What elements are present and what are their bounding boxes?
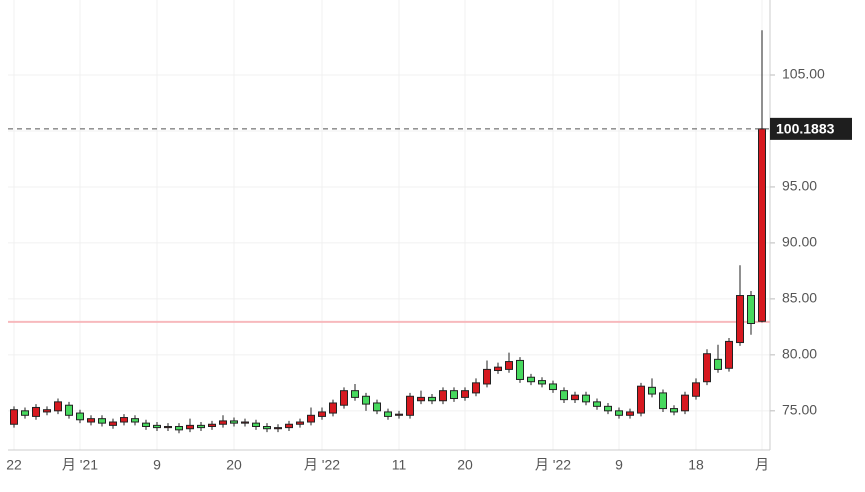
candle-body: [417, 396, 425, 402]
candle-body: [703, 353, 711, 383]
candle-body: [87, 418, 95, 423]
candle-body: [637, 385, 645, 414]
candle-body: [98, 418, 106, 424]
candle-body: [395, 413, 403, 416]
candle-body: [373, 402, 381, 412]
candle-body: [109, 421, 117, 426]
y-tick-label: 75.00: [782, 402, 817, 418]
candle-body: [43, 409, 51, 413]
candle-body: [439, 390, 447, 402]
candle-body: [615, 410, 623, 416]
x-tick-label: 月 '21: [62, 457, 98, 473]
candle-body: [285, 423, 293, 429]
x-tick-label: 月 '22: [535, 457, 571, 473]
last-price-label: 100.1883: [776, 121, 835, 137]
candle-body: [560, 390, 568, 401]
x-tick-label: 20: [226, 457, 242, 473]
candle-body: [351, 390, 359, 398]
candle-body: [725, 340, 733, 369]
candle-body: [758, 128, 766, 322]
candle-body: [318, 411, 326, 417]
y-tick-label: 95.00: [782, 178, 817, 194]
candle-body: [483, 368, 491, 385]
candle-body: [505, 361, 513, 370]
candle-body: [472, 382, 480, 394]
candle-body: [219, 420, 227, 425]
y-tick-label: 85.00: [782, 290, 817, 306]
candle-body: [516, 359, 524, 380]
candle-body: [648, 386, 656, 395]
candle-body: [494, 366, 502, 372]
candle-body: [450, 390, 458, 400]
candle-body: [153, 424, 161, 429]
candle-body: [362, 395, 370, 405]
candle-body: [714, 358, 722, 370]
candle-body: [175, 425, 183, 431]
y-tick-label: 90.00: [782, 234, 817, 250]
candle-body: [241, 421, 249, 424]
candle-body: [32, 406, 40, 417]
candle-body: [186, 424, 194, 430]
candle-body: [582, 394, 590, 403]
x-tick-label: 22: [6, 457, 22, 473]
candle-body: [329, 402, 337, 414]
candle-body: [670, 408, 678, 413]
candle-body: [208, 423, 216, 427]
candle-body: [626, 411, 634, 416]
x-tick-label: 11: [392, 457, 407, 473]
x-tick-label: 9: [615, 457, 623, 473]
candle-body: [549, 383, 557, 391]
candle-body: [692, 382, 700, 397]
candle-body: [263, 425, 271, 430]
candle-body: [384, 411, 392, 417]
last-price-box: [770, 117, 852, 140]
candle-body: [142, 422, 150, 427]
candle-body: [659, 392, 667, 410]
candle-body: [747, 295, 755, 325]
candle-body: [527, 376, 535, 383]
x-tick-label: 20: [457, 457, 473, 473]
y-tick-label: 80.00: [782, 346, 817, 362]
candle-body: [296, 421, 304, 425]
candle-body: [604, 405, 612, 412]
y-tick-label: 105.00: [782, 66, 825, 82]
candle-body: [428, 396, 436, 402]
candle-body: [593, 401, 601, 407]
candle-body: [10, 409, 18, 425]
candle-body: [65, 404, 73, 416]
candle-body: [681, 394, 689, 412]
candle-body: [274, 427, 282, 430]
candle-body: [340, 390, 348, 406]
candle-body: [230, 420, 238, 424]
candle-body: [54, 401, 62, 412]
x-tick-label: 9: [153, 457, 161, 473]
candle-body: [120, 417, 128, 423]
candle-body: [131, 418, 139, 423]
candle-body: [406, 395, 414, 416]
candle-body: [736, 295, 744, 344]
candle-body: [571, 394, 579, 401]
candle-body: [252, 422, 260, 427]
x-tick-label: 18: [688, 457, 704, 473]
x-tick-label: 月: [755, 457, 769, 473]
candle-body: [461, 390, 469, 398]
candle-body: [21, 410, 29, 416]
candle-body: [76, 412, 84, 421]
x-tick-label: 月 '22: [304, 457, 340, 473]
candle-body: [164, 425, 172, 429]
candle-body: [538, 380, 546, 385]
candle-body: [197, 424, 205, 429]
candle-body: [307, 414, 315, 423]
